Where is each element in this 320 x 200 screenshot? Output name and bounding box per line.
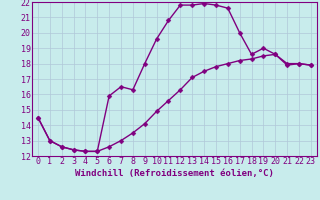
- X-axis label: Windchill (Refroidissement éolien,°C): Windchill (Refroidissement éolien,°C): [75, 169, 274, 178]
